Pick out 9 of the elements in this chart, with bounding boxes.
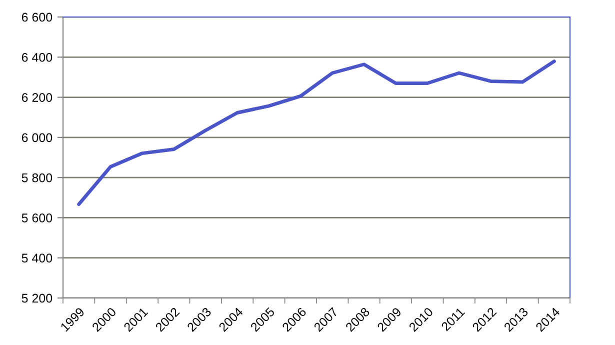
y-tick-label: 6 200 <box>22 93 52 102</box>
y-tick-label: 5 200 <box>22 294 52 303</box>
y-tick-label: 6 000 <box>22 133 52 142</box>
y-tick-label: 6 400 <box>22 52 52 62</box>
y-tick-label: 6 600 <box>22 12 52 22</box>
y-tick-label: 5 800 <box>22 173 52 182</box>
line-series <box>77 60 556 206</box>
y-tick-label: 5 600 <box>22 214 52 222</box>
y-tick-label: 5 400 <box>22 254 52 263</box>
